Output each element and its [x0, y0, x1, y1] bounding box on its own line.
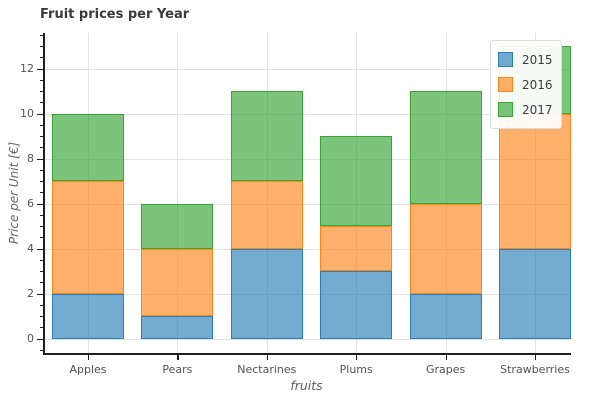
y-tick-label: 10 [20, 106, 34, 120]
legend-label-2015: 2015 [522, 52, 553, 67]
y-minor-tick [39, 214, 43, 216]
legend-swatch-2015 [498, 52, 513, 67]
y-minor-tick [39, 316, 43, 318]
y-axis-spine [43, 33, 45, 355]
x-tick-label-apples: Apples [69, 363, 107, 376]
x-tick-label-plums: Plums [339, 363, 373, 376]
bar-segment-grapes-2015 [409, 293, 482, 339]
x-tick-label-pears: Pears [162, 363, 193, 376]
y-minor-tick [39, 181, 43, 183]
y-tick-label: 6 [27, 196, 34, 210]
y-minor-tick [39, 304, 43, 306]
gridline-horizontal [43, 113, 570, 115]
bar-segment-plums-2015 [320, 271, 393, 339]
y-minor-tick [39, 79, 43, 81]
x-major-tick [356, 354, 358, 360]
y-major-tick [37, 158, 43, 160]
y-tick-label: 8 [27, 151, 34, 165]
y-minor-tick [39, 102, 43, 104]
y-major-tick [37, 203, 43, 205]
x-major-tick [88, 354, 90, 360]
gridline-horizontal [43, 203, 570, 205]
bar-segment-strawberries-2016 [499, 113, 571, 249]
gridline-horizontal [43, 338, 570, 340]
bar-segment-apples-2016 [52, 181, 124, 294]
x-major-tick [535, 354, 537, 360]
y-minor-tick [39, 124, 43, 126]
bar-segment-nectarines-2015 [230, 248, 303, 339]
gridline-horizontal [43, 158, 570, 160]
gridline-horizontal [43, 293, 570, 295]
y-minor-tick [39, 46, 43, 48]
y-major-tick [37, 68, 43, 70]
bar-segment-grapes-2016 [409, 203, 482, 294]
y-minor-tick [39, 57, 43, 59]
bar-segment-nectarines-2017 [230, 91, 303, 181]
y-minor-tick [39, 91, 43, 93]
legend-swatch-2016 [498, 77, 513, 92]
gridline-horizontal [43, 248, 570, 250]
bar-segment-pears-2015 [141, 316, 214, 339]
legend-label-2017: 2017 [522, 102, 553, 117]
legend-label-2016: 2016 [522, 77, 553, 92]
x-major-tick [177, 354, 179, 360]
bar-segment-pears-2017 [141, 203, 214, 249]
y-major-tick [37, 248, 43, 250]
y-minor-tick [39, 226, 43, 228]
x-axis-label: fruits [290, 378, 323, 393]
x-major-tick [266, 354, 268, 360]
y-major-tick [37, 338, 43, 340]
gridline-vertical [177, 33, 179, 353]
y-minor-tick [39, 237, 43, 239]
bar-segment-nectarines-2016 [230, 181, 303, 249]
y-minor-tick [39, 349, 43, 351]
x-tick-label-nectarines: Nectarines [237, 363, 297, 376]
y-major-tick [37, 293, 43, 295]
x-tick-label-grapes: Grapes [425, 363, 466, 376]
y-minor-tick [39, 271, 43, 273]
y-minor-tick [39, 192, 43, 194]
x-major-tick [445, 354, 447, 360]
y-minor-tick [39, 259, 43, 261]
plot-area [43, 33, 571, 353]
y-tick-label: 4 [27, 241, 34, 255]
bar-segment-strawberries-2015 [499, 248, 571, 339]
y-tick-label: 12 [20, 61, 34, 75]
legend-swatch-2017 [498, 102, 513, 117]
y-minor-tick [39, 136, 43, 138]
legend-item-2015: 2015 [498, 47, 553, 72]
legend: 2015 2016 2017 [490, 40, 562, 129]
y-minor-tick [39, 327, 43, 329]
bar-segment-apples-2017 [52, 113, 124, 181]
gridline-horizontal [43, 68, 570, 70]
y-minor-tick [39, 282, 43, 284]
y-minor-tick [39, 34, 43, 36]
y-minor-tick [39, 147, 43, 149]
x-axis-spine [43, 353, 571, 355]
x-tick-label-strawberries: Strawberries [500, 363, 570, 376]
bar-segment-plums-2017 [320, 136, 393, 226]
bar-segment-plums-2016 [320, 226, 393, 271]
legend-item-2016: 2016 [498, 72, 553, 97]
chart-title: Fruit prices per Year [40, 7, 190, 22]
bar-segment-apples-2015 [52, 293, 124, 339]
bar-segment-pears-2016 [141, 248, 214, 316]
y-tick-label: 2 [27, 286, 34, 300]
y-major-tick [37, 113, 43, 115]
bar-segment-grapes-2017 [409, 91, 482, 204]
y-axis-label: Price per Unit [€] [7, 141, 21, 245]
y-tick-label: 0 [27, 331, 34, 345]
y-minor-tick [39, 169, 43, 171]
legend-item-2017: 2017 [498, 97, 553, 122]
